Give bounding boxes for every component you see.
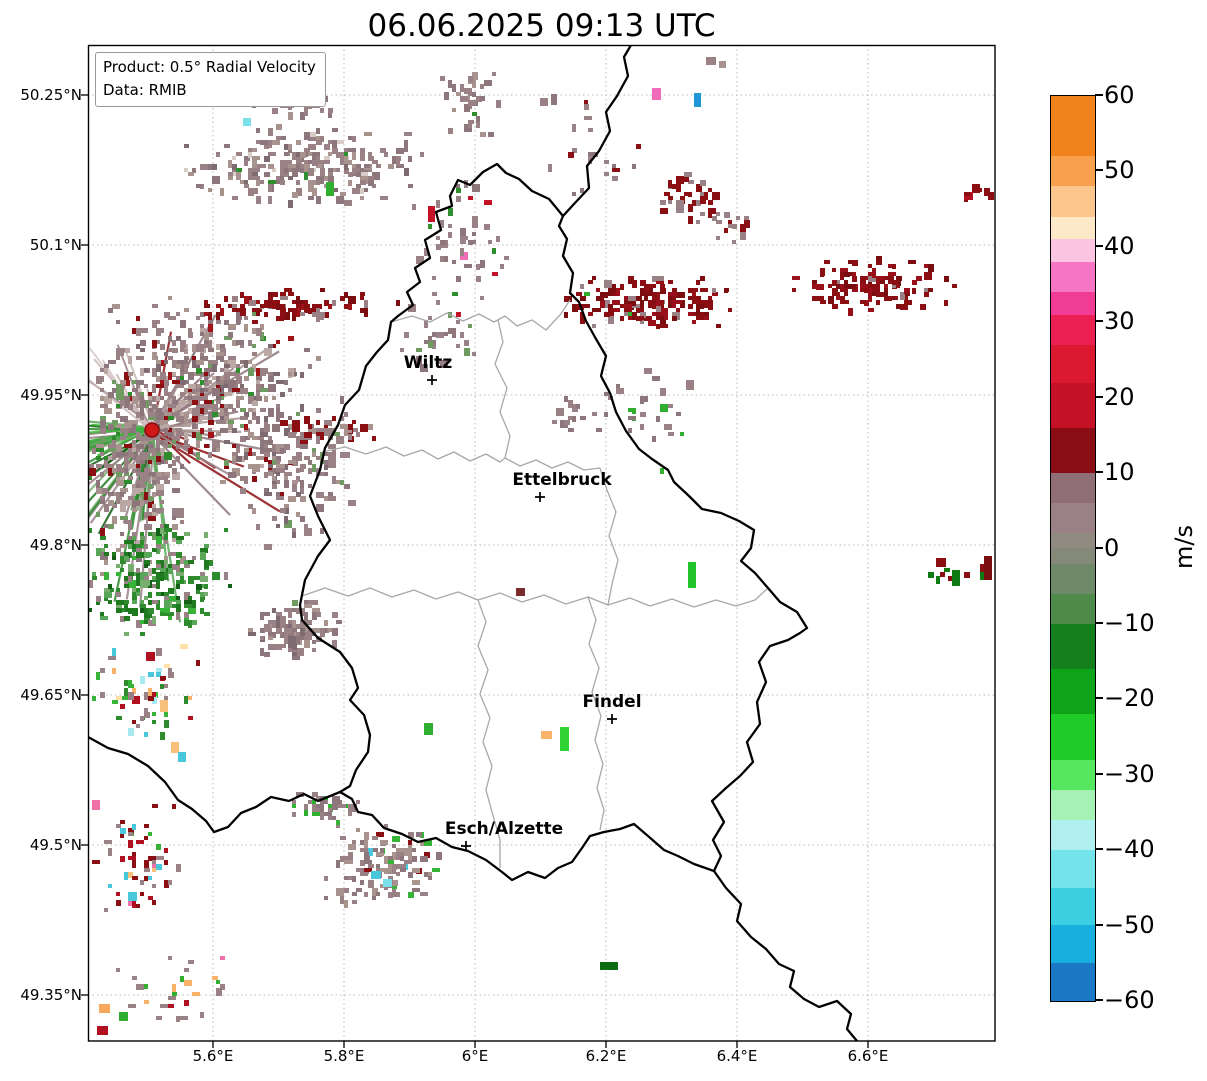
colorbar-band: [1051, 216, 1095, 240]
colorbar-tick-label: −30: [1104, 759, 1155, 788]
colorbar-band: [1051, 548, 1095, 564]
colorbar-tick-label: −10: [1104, 608, 1155, 637]
colorbar-tick-label: 0: [1104, 533, 1120, 562]
axis-tick-marks: [81, 94, 869, 1048]
colorbar-band: [1051, 261, 1095, 293]
colorbar-tick-mark: [1095, 621, 1103, 624]
city-cross-icon: [427, 375, 437, 385]
colorbar-tick-label: −20: [1104, 684, 1155, 713]
colorbar-gradient: [1050, 95, 1096, 1002]
colorbar-tick-mark: [1095, 999, 1103, 1001]
colorbar-tick-mark: [1095, 395, 1103, 398]
colorbar-band: [1051, 156, 1095, 187]
city-markers: Wiltz Ettelbruck Findel Esch/Alzette: [404, 353, 642, 851]
map-borders: [88, 45, 859, 1041]
colorbar-tick-label: 30: [1104, 307, 1135, 336]
colorbar-tick-label: 60: [1104, 81, 1135, 109]
x-tick-label: 5.8°E: [323, 1047, 365, 1065]
colorbar-band: [1051, 239, 1095, 262]
colorbar-tick-label: −60: [1104, 986, 1155, 1014]
city-cross-icon: [461, 841, 471, 851]
colorbar-tick-label: 20: [1104, 382, 1135, 411]
city-label: Esch/Alzette: [445, 819, 563, 839]
city-cross-icon: [535, 492, 545, 502]
plot-title: 06.06.2025 09:13 UTC: [367, 8, 716, 44]
colorbar-band: [1051, 533, 1095, 549]
colorbar-tick-label: 40: [1104, 231, 1135, 260]
colorbar-band: [1051, 963, 1095, 1001]
data-source-line: Data: RMIB: [103, 80, 187, 99]
france-germany-border: [712, 869, 859, 1041]
colorbar-band: [1051, 427, 1095, 474]
colorbar-band: [1051, 382, 1095, 428]
colorbar-tick-mark: [1095, 471, 1103, 474]
product-line: Product: 0.5° Radial Velocity: [103, 58, 316, 76]
y-tick-label: 50.1°N: [29, 236, 82, 254]
colorbar-band: [1051, 789, 1095, 820]
city-cross-icon: [607, 714, 617, 724]
city-label: Wiltz: [404, 353, 453, 373]
x-tick-label: 6°E: [461, 1047, 489, 1065]
colorbar-tick-label: −50: [1104, 910, 1155, 939]
y-tick-label: 49.95°N: [20, 386, 82, 404]
colorbar-band: [1051, 292, 1095, 315]
y-tick-label: 50.25°N: [20, 86, 82, 104]
x-tick-label: 6.6°E: [847, 1047, 889, 1065]
velocity-speckles: [88, 57, 994, 1035]
colorbar-band: [1051, 503, 1095, 534]
y-tick-label: 49.35°N: [20, 986, 82, 1004]
plot-frame: [87, 44, 996, 1042]
colorbar-tick-label: −40: [1104, 835, 1155, 864]
colorbar-band: [1051, 759, 1095, 790]
colorbar-band: [1051, 563, 1095, 594]
luxembourg-border: [298, 162, 809, 882]
colorbar-band: [1051, 850, 1095, 888]
district-borders: [301, 299, 769, 868]
colorbar-band: [1051, 473, 1095, 504]
colorbar-tick-label: 50: [1104, 156, 1135, 185]
colorbar-band: [1051, 925, 1095, 964]
colorbar-band: [1051, 819, 1095, 851]
x-tick-label: 6.2°E: [585, 1047, 627, 1065]
colorbar-tick-mark: [1095, 169, 1103, 172]
colorbar-band: [1051, 344, 1095, 383]
y-tick-label: 49.65°N: [20, 686, 82, 704]
colorbar-tick-mark: [1095, 320, 1103, 323]
city-label: Ettelbruck: [512, 470, 612, 490]
colorbar-band: [1051, 623, 1095, 670]
colorbar-tick-mark: [1095, 94, 1103, 96]
colorbar-band: [1051, 714, 1095, 760]
colorbar-tick-mark: [1095, 697, 1103, 700]
y-tick-label: 49.8°N: [29, 536, 82, 554]
colorbar-band: [1051, 314, 1095, 345]
belgium-germany-border: [561, 45, 633, 218]
france-belgium-border: [88, 735, 342, 834]
y-tick-label: 49.5°N: [29, 836, 82, 854]
radar-site-dot: [144, 422, 160, 438]
colorbar-tick-mark: [1095, 244, 1103, 247]
colorbar-band: [1051, 669, 1095, 715]
product-info-box: Product: 0.5° Radial Velocity Data: RMIB: [95, 52, 326, 107]
colorbar-band: [1051, 186, 1095, 217]
colorbar-band: [1051, 96, 1095, 157]
colorbar-band: [1051, 593, 1095, 624]
colorbar-tick-label: 10: [1104, 458, 1135, 487]
colorbar-tick-mark: [1095, 923, 1103, 926]
colorbar-band: [1051, 887, 1095, 926]
colorbar-tick-mark: [1095, 772, 1103, 775]
colorbar-unit-label: m/s: [1170, 525, 1198, 569]
colorbar-tick-mark: [1095, 546, 1103, 549]
colorbar-tick-mark: [1095, 848, 1103, 851]
x-tick-label: 5.6°E: [192, 1047, 234, 1065]
x-tick-label: 6.4°E: [716, 1047, 758, 1065]
city-label: Findel: [582, 692, 641, 712]
